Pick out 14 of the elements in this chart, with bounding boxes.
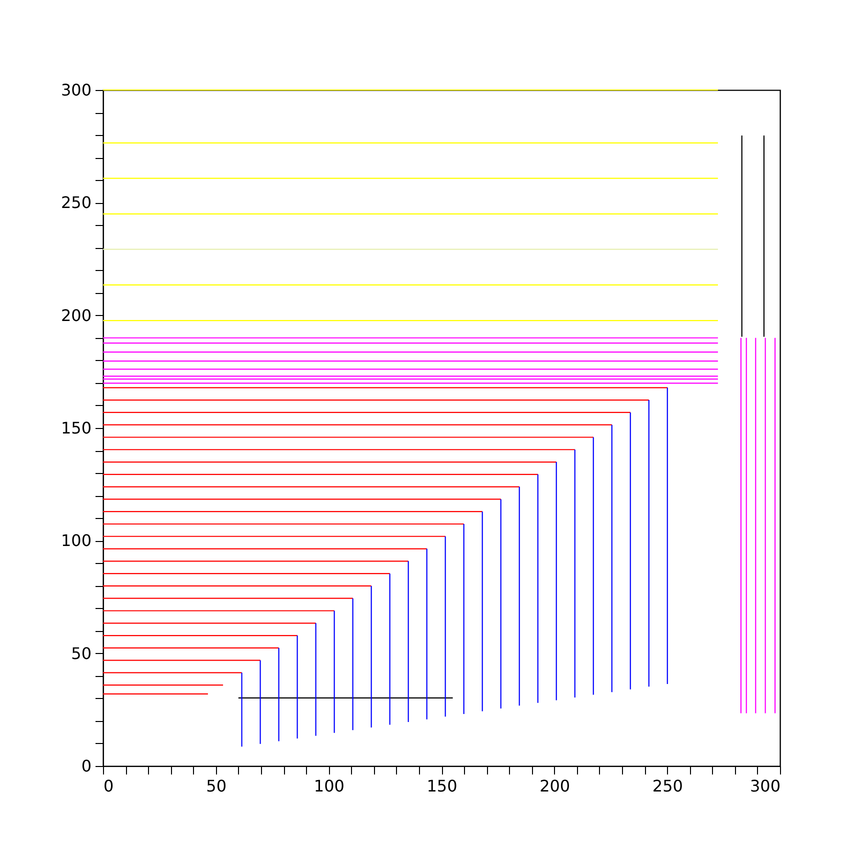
y-tick-label: 0: [81, 756, 92, 776]
x-tick-label: 100: [314, 776, 344, 796]
y-tick-label: 300: [60, 80, 92, 100]
x-tick-label: 50: [206, 776, 227, 796]
y-tick-label: 100: [60, 531, 92, 550]
x-tick-label: 0: [104, 776, 114, 796]
y-tick-label: 150: [60, 418, 92, 438]
y-tick-label: 50: [71, 644, 92, 663]
y-tick-label: 250: [60, 193, 92, 212]
x-tick-label: 250: [652, 776, 683, 796]
y-tick-label: 200: [60, 306, 92, 325]
x-tick-label: 150: [426, 776, 458, 796]
x-tick-label: 200: [540, 776, 570, 796]
x-tick-label: 300: [750, 776, 780, 796]
